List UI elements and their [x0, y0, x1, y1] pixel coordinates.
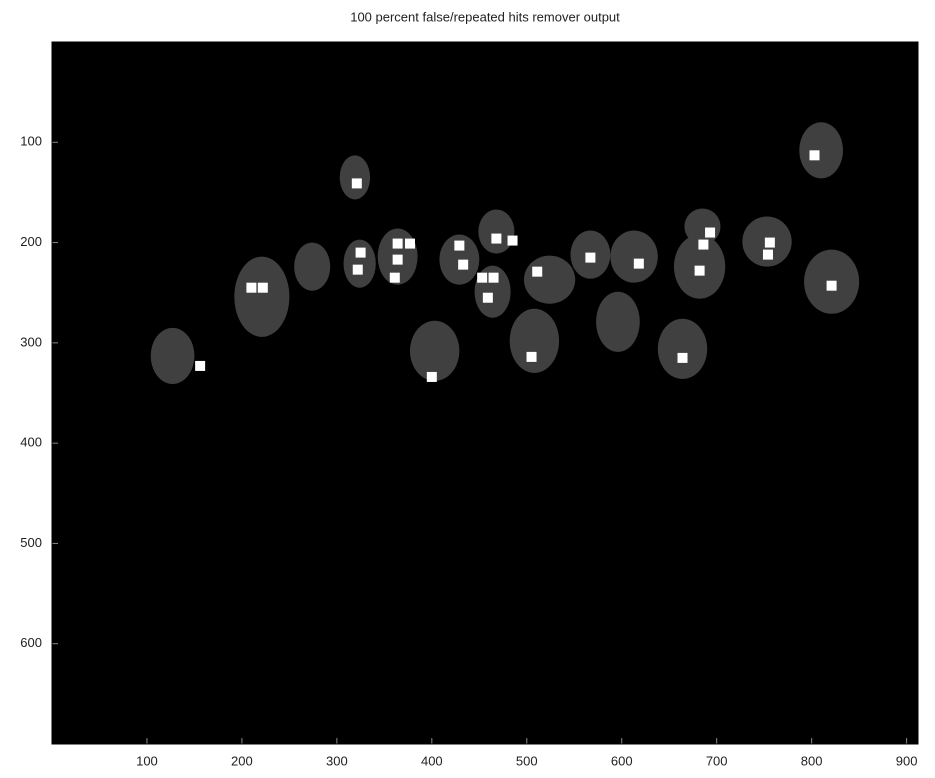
x-tick-label: 900 [896, 753, 918, 768]
hit [454, 241, 464, 251]
hit [585, 253, 595, 263]
region [596, 292, 640, 352]
hit [195, 361, 205, 371]
hit [809, 150, 819, 160]
hit [765, 238, 775, 248]
hit [458, 260, 468, 270]
region [524, 256, 575, 304]
hit [763, 250, 773, 260]
hit [352, 178, 362, 188]
x-tick-label: 100 [136, 753, 158, 768]
hit [827, 281, 837, 291]
region [340, 155, 370, 199]
hit [258, 283, 268, 293]
hit [393, 255, 403, 265]
region [658, 319, 707, 379]
region [344, 240, 376, 288]
region [294, 243, 330, 291]
region [151, 328, 195, 384]
y-tick-label: 200 [20, 234, 42, 249]
y-tick-label: 400 [20, 435, 42, 450]
chart: 100 percent false/repeated hits remover … [0, 0, 935, 778]
x-tick-label: 400 [421, 753, 443, 768]
hit [491, 234, 501, 244]
hit [246, 283, 256, 293]
chart-title: 100 percent false/repeated hits remover … [350, 9, 620, 24]
hit [695, 266, 705, 276]
y-tick-label: 100 [20, 134, 42, 149]
region [478, 209, 514, 253]
y-tick-label: 300 [20, 334, 42, 349]
x-tick-label: 800 [801, 753, 823, 768]
x-tick-label: 200 [231, 753, 253, 768]
y-tick-label: 600 [20, 635, 42, 650]
hit [353, 265, 363, 275]
hit [508, 236, 518, 246]
hit [532, 267, 542, 277]
x-tick-label: 500 [516, 753, 538, 768]
hit [527, 352, 537, 362]
hit [356, 248, 366, 258]
hit [483, 293, 493, 303]
region [234, 257, 289, 337]
hit [477, 273, 487, 283]
region [610, 231, 657, 283]
region [410, 321, 459, 381]
hit [698, 240, 708, 250]
y-tick-label: 500 [20, 535, 42, 550]
image-background [52, 42, 918, 744]
region [799, 122, 843, 178]
hit [393, 239, 403, 249]
hit [427, 372, 437, 382]
hit [634, 259, 644, 269]
hit [489, 273, 499, 283]
x-tick-label: 600 [611, 753, 633, 768]
hit [705, 228, 715, 238]
x-tick-label: 700 [706, 753, 728, 768]
hit [390, 273, 400, 283]
hit [405, 239, 415, 249]
hit [678, 353, 688, 363]
x-tick-label: 300 [326, 753, 348, 768]
region [510, 309, 559, 373]
